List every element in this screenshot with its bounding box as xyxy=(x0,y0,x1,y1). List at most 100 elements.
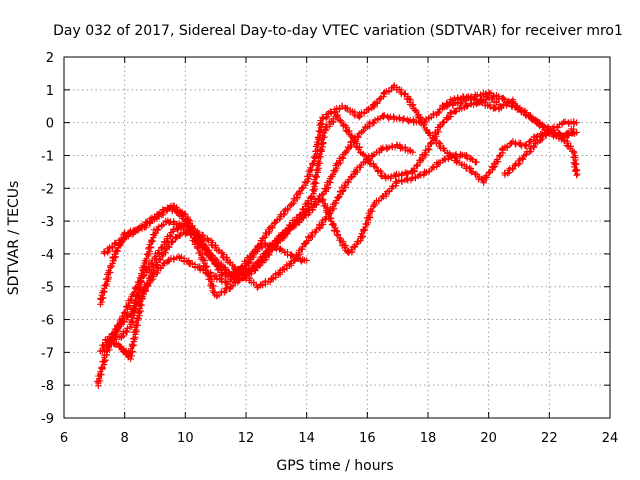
data-point xyxy=(340,187,347,194)
data-point xyxy=(573,160,580,167)
data-point xyxy=(459,96,467,104)
data-point xyxy=(99,295,106,302)
data-point xyxy=(234,267,241,274)
data-point xyxy=(468,169,475,176)
data-series xyxy=(425,125,577,187)
data-point xyxy=(146,248,153,255)
data-point xyxy=(573,171,580,179)
data-point xyxy=(398,178,406,185)
y-tick-label: 1 xyxy=(46,84,54,99)
data-point xyxy=(430,164,437,171)
data-point xyxy=(156,256,163,264)
data-point xyxy=(112,341,119,348)
y-tick-label: -9 xyxy=(41,412,54,427)
y-tick-label: -2 xyxy=(41,182,54,197)
data-point xyxy=(131,285,139,292)
data-point xyxy=(148,237,156,245)
x-tick-label: 12 xyxy=(238,431,255,446)
data-point xyxy=(519,156,527,163)
data-point xyxy=(128,352,135,360)
data-point xyxy=(128,316,135,324)
x-tick-label: 20 xyxy=(480,431,497,446)
data-point xyxy=(138,289,146,296)
data-point xyxy=(181,210,188,218)
data-point xyxy=(563,142,571,149)
data-point xyxy=(512,140,520,148)
data-point xyxy=(138,301,145,309)
data-point xyxy=(137,277,145,284)
y-tick-label: -7 xyxy=(41,346,54,361)
data-point xyxy=(102,357,109,364)
data-point xyxy=(192,237,200,245)
data-point xyxy=(95,375,103,382)
data-point xyxy=(439,102,446,109)
data-point xyxy=(535,121,543,129)
plot-frame xyxy=(63,56,611,419)
data-point xyxy=(223,269,230,276)
chart-title: Day 032 of 2017, Sidereal Day-to-day VTE… xyxy=(53,23,623,39)
x-tick-label: 6 xyxy=(60,431,68,446)
data-point xyxy=(196,266,204,274)
data-point xyxy=(471,94,478,101)
data-point xyxy=(127,355,134,363)
data-point xyxy=(466,164,473,172)
y-tick-label: 2 xyxy=(46,51,54,66)
data-series xyxy=(439,89,580,140)
y-tick-label: -3 xyxy=(41,215,54,230)
data-point xyxy=(435,109,443,117)
data-point xyxy=(409,148,417,156)
data-point xyxy=(120,309,128,317)
data-point xyxy=(98,364,105,372)
data-point xyxy=(324,204,331,211)
data-point xyxy=(271,244,279,251)
data-point xyxy=(305,200,313,207)
data-point xyxy=(319,121,326,128)
data-point xyxy=(570,149,578,157)
y-axis-title: SDTVAR / TECUs xyxy=(6,181,22,296)
data-point xyxy=(530,143,538,151)
data-point xyxy=(370,119,378,127)
data-point xyxy=(223,284,230,292)
x-axis-title: GPS time / hours xyxy=(276,458,393,474)
data-point xyxy=(366,212,373,220)
data-point xyxy=(425,146,433,153)
data-point xyxy=(443,103,451,111)
x-tick-label: 22 xyxy=(541,431,558,446)
data-point xyxy=(389,183,397,190)
data-point xyxy=(528,115,535,123)
data-point xyxy=(457,100,464,107)
data-point xyxy=(311,154,318,161)
y-tick-label: 0 xyxy=(46,117,54,132)
data-point xyxy=(339,188,346,195)
data-point xyxy=(449,100,457,108)
data-point xyxy=(345,249,352,257)
data-point xyxy=(129,342,137,349)
data-point xyxy=(204,235,211,243)
data-point xyxy=(222,266,229,273)
data-point xyxy=(333,231,341,238)
data-point xyxy=(320,139,327,146)
data-point xyxy=(473,158,480,166)
data-point xyxy=(574,170,581,178)
data-point xyxy=(154,227,162,234)
data-point xyxy=(367,214,374,221)
x-tick-label: 16 xyxy=(359,431,376,446)
data-point xyxy=(178,254,185,261)
data-point xyxy=(413,162,420,170)
y-tick-label: -8 xyxy=(41,379,54,394)
data-point xyxy=(573,119,580,126)
data-point xyxy=(321,127,328,134)
data-point xyxy=(400,115,408,122)
x-tick-label: 8 xyxy=(121,431,129,446)
data-point xyxy=(451,108,459,116)
data-point xyxy=(193,243,201,251)
data-point xyxy=(405,95,413,103)
data-point xyxy=(491,104,498,111)
data-point xyxy=(137,295,145,302)
data-point xyxy=(157,244,165,251)
y-tick-label: -1 xyxy=(41,149,54,164)
data-point xyxy=(155,223,162,230)
data-point xyxy=(395,114,403,121)
data-point xyxy=(351,137,358,144)
